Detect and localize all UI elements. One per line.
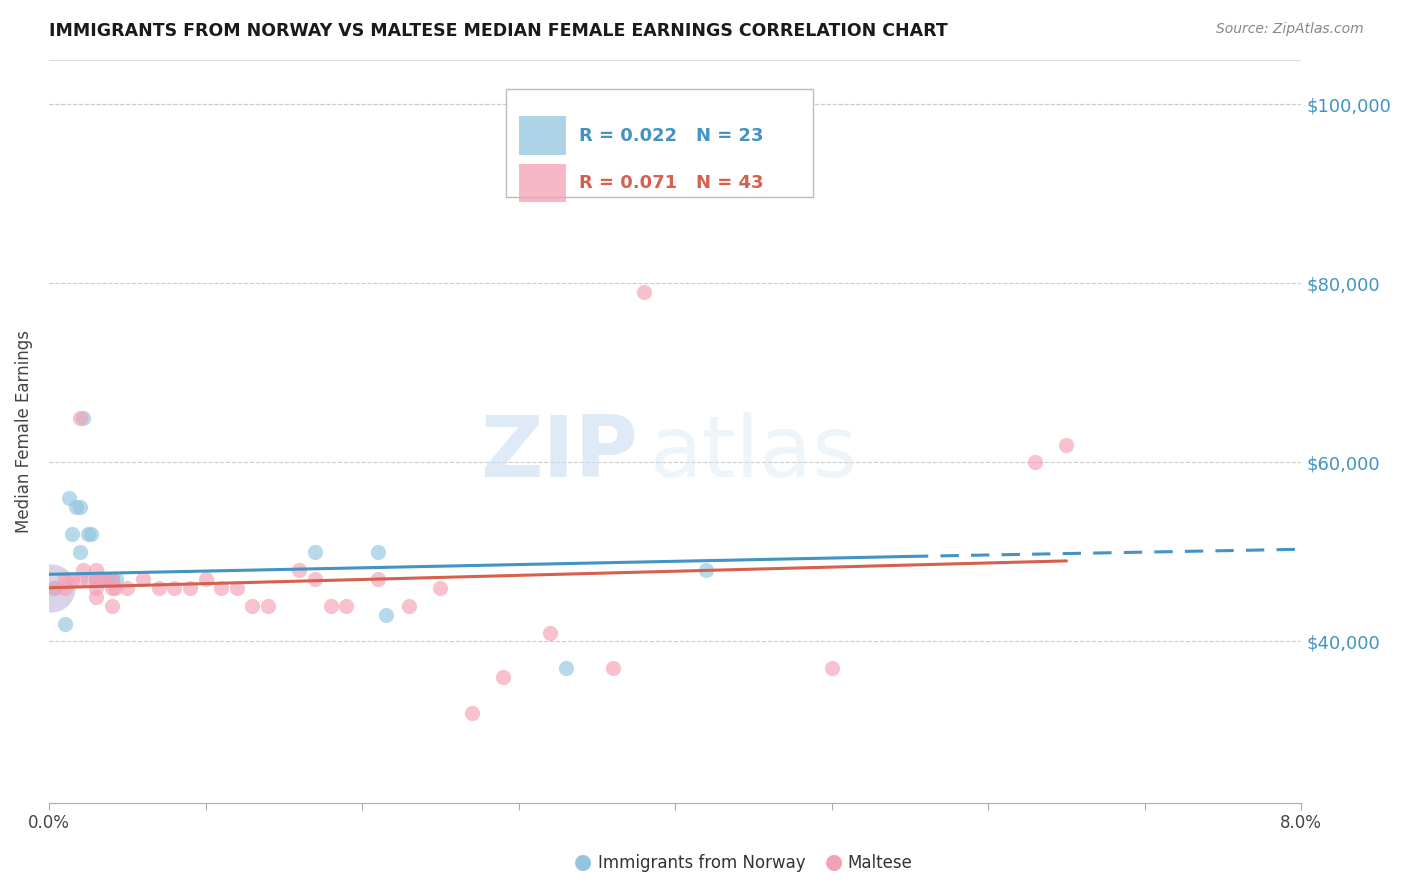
Point <box>367 545 389 559</box>
Point <box>225 581 247 595</box>
Point <box>460 706 482 720</box>
Text: ●: ● <box>825 853 842 872</box>
Point <box>65 500 87 515</box>
Point <box>62 572 84 586</box>
Point <box>80 527 103 541</box>
Point <box>69 572 91 586</box>
Point <box>163 581 186 595</box>
Point <box>1056 437 1078 451</box>
Text: N = 23: N = 23 <box>696 127 763 145</box>
Point <box>602 661 624 675</box>
Point <box>53 581 76 595</box>
Point <box>288 563 311 577</box>
Point <box>257 599 280 613</box>
Text: IMMIGRANTS FROM NORWAY VS MALTESE MEDIAN FEMALE EARNINGS CORRELATION CHART: IMMIGRANTS FROM NORWAY VS MALTESE MEDIAN… <box>49 22 948 40</box>
Point <box>242 599 264 613</box>
Point <box>132 572 155 586</box>
Point <box>97 572 120 586</box>
Point <box>84 572 107 586</box>
Point <box>104 581 127 595</box>
Text: ZIP: ZIP <box>479 412 637 495</box>
Point <box>100 599 122 613</box>
Point <box>100 572 122 586</box>
Text: atlas: atlas <box>650 412 858 495</box>
Point <box>62 527 84 541</box>
Point <box>84 590 107 604</box>
Point <box>148 581 170 595</box>
Point <box>695 563 717 577</box>
Point <box>84 581 107 595</box>
Point <box>90 572 112 586</box>
Point <box>105 572 128 586</box>
Point <box>115 581 138 595</box>
Point <box>374 607 396 622</box>
Point <box>39 581 62 595</box>
Point <box>84 572 107 586</box>
Point <box>398 599 420 613</box>
Point <box>93 572 115 586</box>
Point <box>53 616 76 631</box>
Point <box>77 572 100 586</box>
Point <box>367 572 389 586</box>
Point <box>58 491 80 506</box>
Point <box>100 572 122 586</box>
Text: Maltese: Maltese <box>848 855 912 872</box>
Point <box>633 285 655 300</box>
Point <box>84 563 107 577</box>
Point <box>69 500 91 515</box>
Point <box>90 572 112 586</box>
Point <box>72 410 94 425</box>
Point <box>554 661 576 675</box>
Point <box>194 572 217 586</box>
Point <box>69 545 91 559</box>
Bar <box>519 164 567 202</box>
Point <box>77 527 100 541</box>
Text: N = 43: N = 43 <box>696 174 763 192</box>
Point <box>93 572 115 586</box>
Point <box>100 581 122 595</box>
Point <box>90 572 112 586</box>
Point <box>335 599 357 613</box>
Point <box>821 661 844 675</box>
Point <box>1024 455 1046 469</box>
Point <box>42 581 65 595</box>
Point <box>304 572 326 586</box>
Text: ●: ● <box>575 853 592 872</box>
Point <box>179 581 201 595</box>
Point <box>429 581 451 595</box>
Text: Immigrants from Norway: Immigrants from Norway <box>598 855 806 872</box>
Y-axis label: Median Female Earnings: Median Female Earnings <box>15 330 32 533</box>
Point <box>538 625 561 640</box>
Point <box>304 545 326 559</box>
Point <box>492 670 515 684</box>
Point <box>72 563 94 577</box>
Point <box>42 581 65 595</box>
Bar <box>519 116 567 155</box>
Text: R = 0.022: R = 0.022 <box>579 127 676 145</box>
Text: Source: ZipAtlas.com: Source: ZipAtlas.com <box>1216 22 1364 37</box>
Point <box>69 410 91 425</box>
Point <box>319 599 342 613</box>
FancyBboxPatch shape <box>506 89 813 197</box>
Text: R = 0.071: R = 0.071 <box>579 174 676 192</box>
Point <box>84 572 107 586</box>
Point <box>209 581 232 595</box>
Point <box>53 572 76 586</box>
